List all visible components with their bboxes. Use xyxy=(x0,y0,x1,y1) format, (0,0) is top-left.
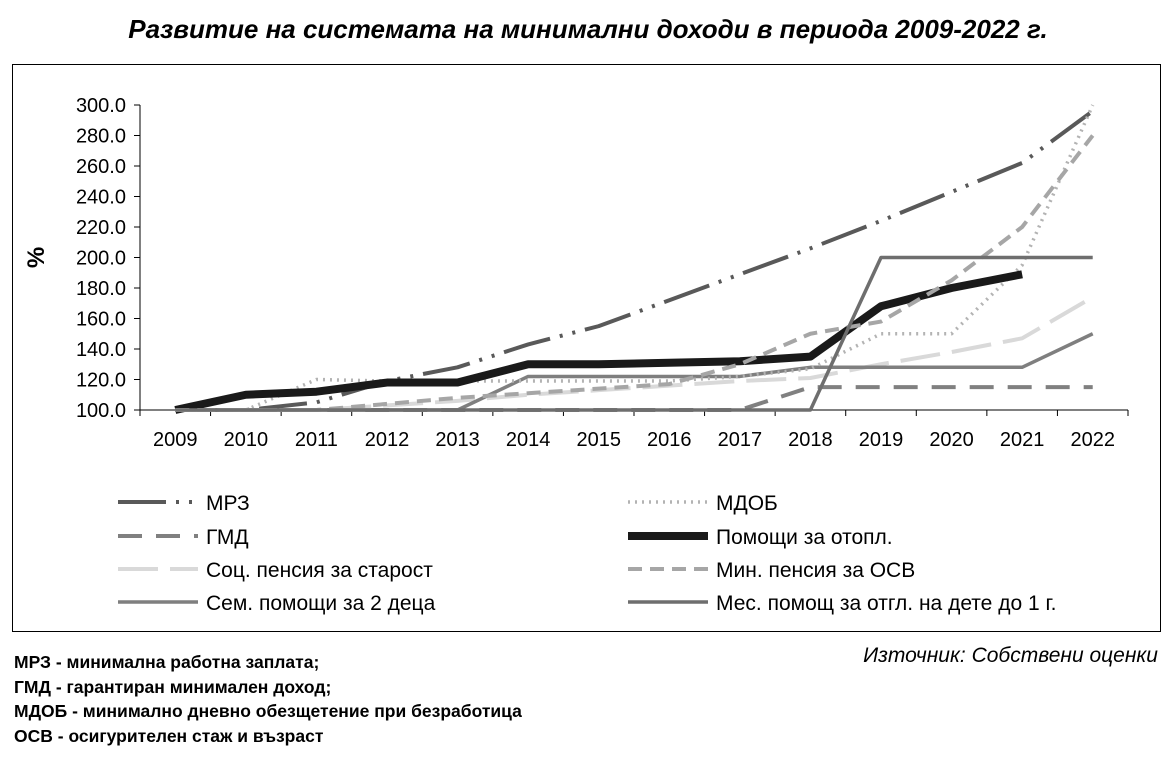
x-tick-label: 2017 xyxy=(718,429,763,451)
x-tick-label: 2019 xyxy=(859,429,904,451)
chart-frame xyxy=(12,64,1161,632)
x-tick-label: 2018 xyxy=(788,429,833,451)
x-tick-label: 2020 xyxy=(929,429,974,451)
x-tick-label: 2022 xyxy=(1070,429,1115,451)
note-mdob: МДОБ - минимално дневно обезщетение при … xyxy=(14,701,522,721)
y-tick-label: 180.0 xyxy=(76,278,126,300)
legend-label: Помощи за отопл. xyxy=(716,526,893,549)
y-tick-label: 200.0 xyxy=(76,248,126,270)
series-line xyxy=(175,295,1094,412)
series-line xyxy=(175,332,1094,412)
x-tick-label: 2011 xyxy=(295,429,338,451)
y-tick-label: 280.0 xyxy=(76,126,126,148)
note-mrz: МРЗ - минимална работна заплата; xyxy=(14,652,320,672)
source-note: Източник: Собствени оценки xyxy=(863,644,1158,667)
legend: МРЗ ГМД Соц. пенсия за старост Сем. помощи … xyxy=(118,492,1056,615)
abbreviation-notes: МРЗ - минимална работна заплата; ГМД - г… xyxy=(14,650,522,748)
x-tick-label: 2016 xyxy=(647,429,692,451)
x-tick-label: 2013 xyxy=(435,429,480,451)
y-tick-label: 300.0 xyxy=(76,95,126,117)
y-tick-label: 260.0 xyxy=(76,156,126,178)
legend-label: Мин. пенсия за ОСВ xyxy=(716,559,915,582)
legend-label: Соц. пенсия за старост xyxy=(206,559,433,582)
x-tick-label: 2015 xyxy=(576,429,621,451)
y-axis-label: % xyxy=(23,247,50,268)
legend-label: МРЗ xyxy=(206,492,250,515)
series-lines xyxy=(174,104,1095,414)
y-tick-label: 140.0 xyxy=(76,339,126,361)
y-tick-label: 120.0 xyxy=(76,370,126,392)
x-tick-label: 2014 xyxy=(506,429,551,451)
legend-label: МДОБ xyxy=(716,492,778,515)
note-osv: ОСВ - осигурителен стаж и възраст xyxy=(14,725,324,746)
x-tick-label: 2012 xyxy=(365,429,410,451)
y-tick-label: 100.0 xyxy=(76,400,126,422)
y-tick-label: 220.0 xyxy=(76,217,126,239)
legend-label: Сем. помощи за 2 деца xyxy=(206,592,436,615)
note-gmd: ГМД - гарантиран минимален доход; xyxy=(14,676,332,697)
chart-title: Развитие на системата на минимални доход… xyxy=(128,14,1048,44)
y-tick-label: 160.0 xyxy=(76,309,126,331)
x-tick-label: 2010 xyxy=(224,429,269,451)
y-tick-label: 240.0 xyxy=(76,187,126,209)
series-line xyxy=(175,255,1093,412)
legend-label: Мес. помощ за отгл. на дете до 1 г. xyxy=(716,592,1056,615)
series-line xyxy=(174,270,1023,414)
x-tick-label: 2021 xyxy=(1000,429,1045,451)
axes: 100.0 120.0 140.0 160.0 180.0 200.0 220.0 240.0… xyxy=(23,95,1129,451)
x-tick-label: 2009 xyxy=(153,429,198,451)
legend-label: ГМД xyxy=(206,526,249,549)
series-line xyxy=(175,109,1094,412)
line-chart: 100.0 120.0 140.0 160.0 180.0 200.0 220.0 240.0… xyxy=(23,95,1129,615)
